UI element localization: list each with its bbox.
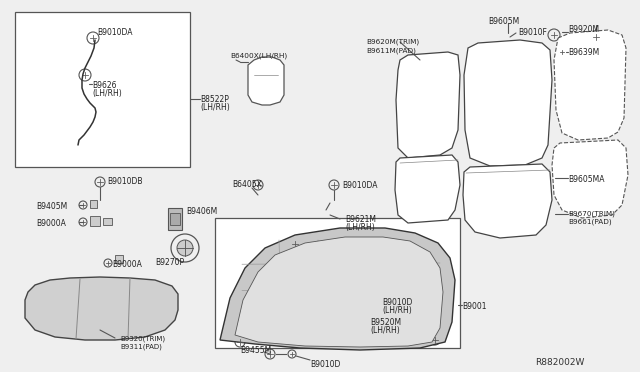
Polygon shape — [90, 200, 97, 208]
Text: B9001: B9001 — [462, 302, 486, 311]
Text: B9455M: B9455M — [240, 346, 271, 355]
Text: B9000A: B9000A — [36, 219, 66, 228]
Text: B9010DB: B9010DB — [107, 177, 143, 186]
Polygon shape — [396, 52, 460, 158]
Text: B9405M: B9405M — [36, 202, 67, 211]
Text: B9010D: B9010D — [310, 360, 340, 369]
Polygon shape — [103, 218, 112, 225]
Text: B9010F: B9010F — [518, 28, 547, 37]
Text: B9611M(PAD): B9611M(PAD) — [366, 47, 416, 54]
Polygon shape — [170, 213, 180, 225]
Text: (LH/RH): (LH/RH) — [92, 89, 122, 98]
Text: B9311(PAD): B9311(PAD) — [120, 344, 162, 350]
Text: B9639M: B9639M — [568, 48, 599, 57]
Text: B9000A: B9000A — [112, 260, 142, 269]
Polygon shape — [220, 228, 455, 350]
Polygon shape — [395, 155, 460, 223]
Text: (LH/RH): (LH/RH) — [200, 103, 230, 112]
Text: B9626: B9626 — [92, 81, 116, 90]
Text: B9620M(TRIM): B9620M(TRIM) — [366, 38, 419, 45]
Text: B9010DA: B9010DA — [97, 28, 132, 37]
Text: B9605M: B9605M — [488, 17, 519, 26]
Polygon shape — [464, 40, 552, 166]
Polygon shape — [552, 140, 628, 218]
Text: B9320(TRIM): B9320(TRIM) — [120, 336, 165, 343]
Text: (LH/RH): (LH/RH) — [345, 223, 375, 232]
Polygon shape — [235, 237, 443, 347]
Text: B9661(PAD): B9661(PAD) — [568, 218, 612, 224]
Text: B9270P: B9270P — [155, 258, 184, 267]
Text: B9670(TRIM): B9670(TRIM) — [568, 210, 615, 217]
Polygon shape — [168, 208, 182, 230]
Text: B9920M: B9920M — [568, 25, 599, 34]
Text: B9621M: B9621M — [345, 215, 376, 224]
Text: (LH/RH): (LH/RH) — [382, 306, 412, 315]
Text: B9406M: B9406M — [186, 207, 217, 216]
Text: (LH/RH): (LH/RH) — [370, 326, 400, 335]
Text: B9520M: B9520M — [370, 318, 401, 327]
Bar — [215, 218, 460, 348]
Text: R882002W: R882002W — [535, 358, 584, 367]
Polygon shape — [90, 216, 100, 226]
Polygon shape — [554, 30, 626, 140]
Text: B9010DA: B9010DA — [342, 181, 378, 190]
Text: B9010D: B9010D — [382, 298, 412, 307]
Text: B8522P: B8522P — [200, 95, 229, 104]
Text: B6405X: B6405X — [232, 180, 262, 189]
Bar — [15, 12, 190, 167]
Polygon shape — [25, 277, 178, 340]
Polygon shape — [463, 164, 552, 238]
Polygon shape — [115, 255, 123, 263]
Circle shape — [177, 240, 193, 256]
Text: B9605MA: B9605MA — [568, 175, 605, 184]
Polygon shape — [248, 57, 284, 105]
Text: B6400X(LH/RH): B6400X(LH/RH) — [230, 52, 287, 58]
